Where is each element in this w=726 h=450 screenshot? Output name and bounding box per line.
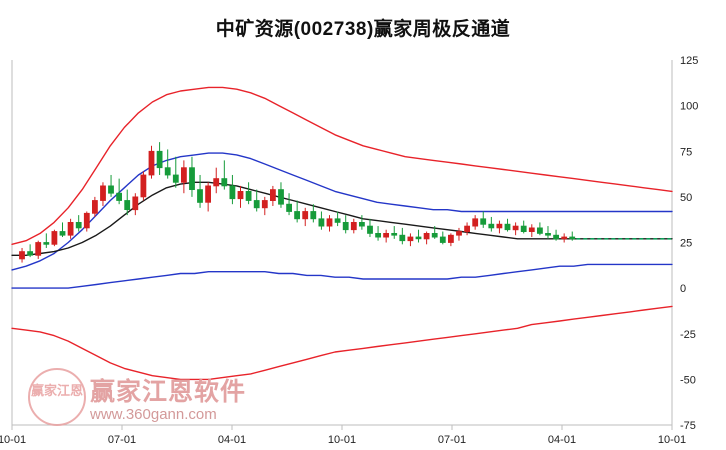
- svg-text:75: 75: [680, 146, 692, 158]
- svg-text:-25: -25: [680, 329, 696, 341]
- svg-text:50: 50: [680, 192, 692, 204]
- svg-text:0: 0: [680, 283, 686, 295]
- svg-text:07-01: 07-01: [438, 434, 466, 446]
- band-lines-group: [11, 86, 673, 381]
- svg-text:100: 100: [680, 101, 698, 113]
- y-axis-tick-labels: 125 100 75 50 25 0 -25 -50 -75: [680, 55, 698, 432]
- svg-text:10-01: 10-01: [328, 434, 356, 446]
- svg-text:04-01: 04-01: [548, 434, 576, 446]
- svg-text:07-01: 07-01: [108, 434, 136, 446]
- axes-group: [11, 60, 673, 426]
- svg-text:125: 125: [680, 55, 698, 67]
- chart-title: 中矿资源(002738)赢家周极反通道: [215, 19, 511, 40]
- svg-text:10-01: 10-01: [658, 434, 686, 446]
- svg-text:25: 25: [680, 238, 692, 250]
- x-axis-tick-labels: 10-01 07-01 04-01 10-01 07-01 04-01 10-01: [0, 425, 686, 446]
- candlestick-series: [19, 142, 576, 263]
- svg-text:04-01: 04-01: [218, 434, 246, 446]
- svg-text:10-01: 10-01: [0, 434, 26, 446]
- svg-text:-75: -75: [680, 420, 696, 432]
- svg-text:-50: -50: [680, 374, 696, 386]
